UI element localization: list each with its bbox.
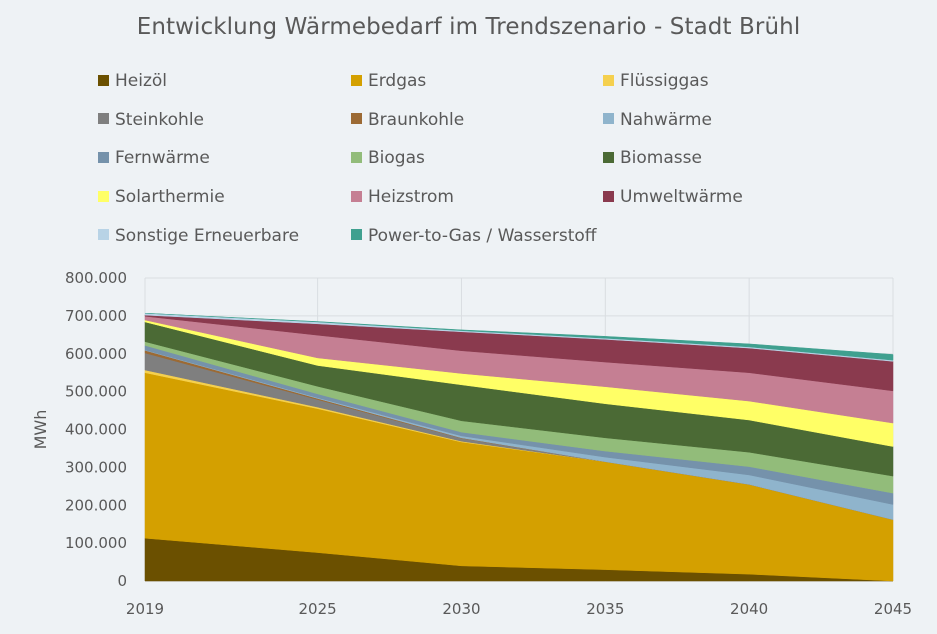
legend-label: Braunkohle: [368, 109, 465, 130]
legend-label: Power-to-Gas / Wasserstoff: [368, 225, 597, 246]
legend-label: Heizöl: [115, 71, 168, 91]
legend-label: Flüssiggas: [620, 71, 709, 91]
legend-swatch: [603, 190, 614, 202]
x-tick-label: 2035: [586, 600, 624, 618]
legend-swatch: [98, 74, 109, 86]
y-tick-label: 300.000: [65, 458, 127, 476]
chart-title: Entwicklung Wärmebedarf im Trendszenario…: [136, 14, 801, 40]
legend-item: Steinkohle: [98, 109, 204, 131]
legend-swatch: [351, 190, 362, 202]
y-tick-label: 0: [117, 572, 127, 590]
y-tick-label: 400.000: [65, 421, 127, 439]
legend-swatch: [603, 151, 614, 163]
x-tick-label: 2025: [299, 600, 337, 618]
legend-item: Erdgas: [351, 70, 426, 92]
y-tick-label: 100.000: [65, 534, 127, 552]
legend-swatch: [98, 151, 109, 163]
legend-swatch: [351, 229, 362, 241]
legend-label: Sonstige Erneuerbare: [115, 225, 300, 246]
legend-swatch: [351, 151, 362, 163]
legend-label: Biomasse: [620, 148, 702, 169]
legend-swatch: [351, 113, 362, 125]
legend-item: Heizöl: [98, 70, 167, 92]
legend-item: Biogas: [351, 147, 425, 169]
legend-swatch: [98, 190, 109, 202]
legend-swatch: [98, 229, 109, 241]
legend-label: Fernwärme: [115, 148, 210, 169]
x-axis-ticks: 2019 2025 2030 2035 2040 2045: [126, 600, 912, 618]
legend-swatch: [603, 74, 614, 86]
y-tick-label: 500.000: [65, 383, 127, 401]
legend-item: Flüssiggas: [603, 70, 709, 92]
legend-item: Power-to-Gas / Wasserstoff: [351, 225, 597, 247]
legend-label: Heizstrom: [368, 187, 454, 208]
legend-swatch: [351, 74, 362, 86]
x-tick-label: 2019: [126, 600, 164, 618]
y-tick-label: 800.000: [65, 269, 127, 287]
y-tick-label: 600.000: [65, 345, 127, 363]
x-tick-label: 2040: [730, 600, 768, 618]
legend-swatch: [98, 113, 109, 125]
stacked-areas: [144, 312, 894, 582]
legend-label: Steinkohle: [115, 109, 205, 130]
legend-item: Solarthermie: [98, 186, 225, 208]
legend-item: Sonstige Erneuerbare: [98, 225, 299, 247]
area-series: [144, 312, 894, 361]
legend-item: Nahwärme: [603, 109, 712, 131]
legend-label: Erdgas: [368, 71, 427, 91]
legend-item: Biomasse: [603, 147, 702, 169]
legend-label: Biogas: [368, 148, 425, 169]
x-tick-label: 2045: [874, 600, 912, 618]
legend-item: Heizstrom: [351, 186, 454, 208]
y-axis-title: MWh: [31, 410, 50, 450]
x-tick-label: 2030: [442, 600, 480, 618]
y-tick-label: 200.000: [65, 496, 127, 514]
legend-item: Fernwärme: [98, 147, 210, 169]
legend-item: Umweltwärme: [603, 186, 743, 208]
y-axis-ticks: 0 100.000 200.000 300.000 400.000 500.000 600.…: [65, 269, 127, 590]
legend-swatch: [603, 113, 614, 125]
legend-label: Nahwärme: [620, 109, 712, 130]
y-tick-label: 700.000: [65, 307, 127, 325]
legend-label: Umweltwärme: [620, 187, 743, 208]
legend-item: Braunkohle: [351, 109, 464, 131]
legend-label: Solarthermie: [115, 187, 225, 208]
